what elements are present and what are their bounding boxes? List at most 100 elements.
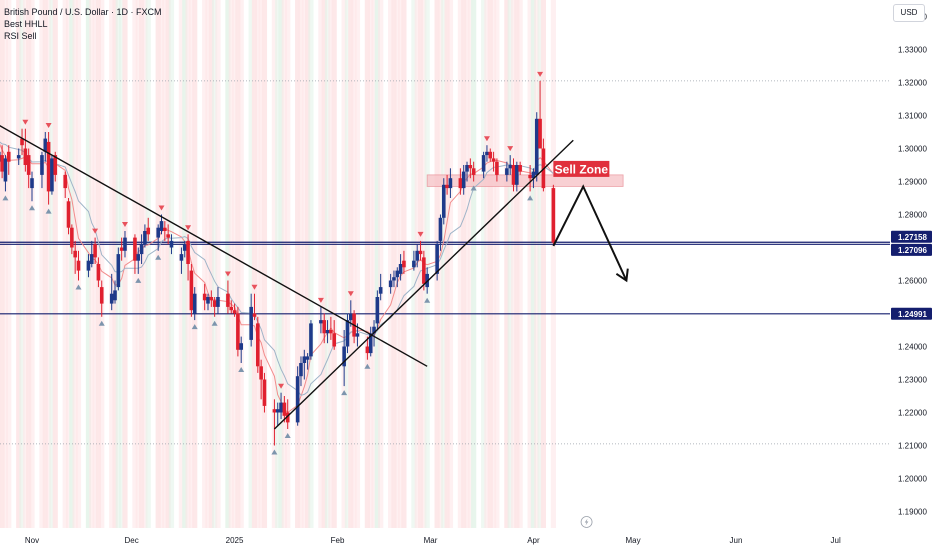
candle-body[interactable]	[249, 306, 253, 340]
sell-zone[interactable]: Sell Zone	[426, 160, 624, 187]
candle-body[interactable]	[236, 313, 240, 350]
candle-body[interactable]	[305, 356, 310, 360]
candle-body[interactable]	[458, 178, 463, 189]
candle-body[interactable]	[481, 155, 486, 172]
candle-body[interactable]	[30, 178, 34, 189]
candle-body[interactable]	[0, 155, 4, 172]
candle-body[interactable]	[166, 234, 170, 238]
candle-body[interactable]	[488, 151, 493, 159]
candle-body[interactable]	[133, 237, 137, 261]
candle-body[interactable]	[295, 376, 300, 423]
candle-body[interactable]	[365, 346, 370, 354]
candle-body[interactable]	[119, 247, 124, 251]
candle-body[interactable]	[66, 201, 71, 228]
candle-body[interactable]	[355, 333, 360, 337]
candle-body[interactable]	[209, 297, 214, 301]
candle-body[interactable]	[189, 270, 194, 311]
candle-body[interactable]	[375, 297, 380, 324]
candle-body[interactable]	[538, 118, 542, 149]
indicator-rsi-sell[interactable]: RSI Sell	[4, 31, 37, 41]
candle-body[interactable]	[6, 151, 11, 162]
candle-body[interactable]	[495, 161, 499, 175]
candle-body[interactable]	[3, 158, 8, 182]
candle-body[interactable]	[46, 141, 51, 192]
candle-body[interactable]	[99, 287, 104, 304]
candle-body[interactable]	[23, 148, 28, 166]
candle-body[interactable]	[372, 326, 376, 334]
candle-body[interactable]	[216, 297, 220, 307]
candle-body[interactable]	[531, 171, 536, 179]
candle-body[interactable]	[441, 184, 446, 218]
candle-body[interactable]	[445, 184, 449, 189]
candle-body[interactable]	[272, 409, 277, 413]
candle-body[interactable]	[163, 227, 167, 231]
candle-body[interactable]	[368, 333, 373, 354]
candle-body[interactable]	[256, 323, 260, 367]
candle-body[interactable]	[192, 293, 197, 314]
candle-body[interactable]	[415, 250, 420, 261]
drawings[interactable]	[0, 99, 629, 430]
candle-body[interactable]	[282, 402, 287, 416]
candle-body[interactable]	[491, 158, 496, 162]
candle-body[interactable]	[279, 402, 283, 413]
candle-body[interactable]	[378, 287, 383, 294]
candle-body[interactable]	[518, 165, 522, 172]
candle-body[interactable]	[485, 151, 489, 156]
candle-body[interactable]	[179, 254, 184, 261]
candle-body[interactable]	[398, 264, 403, 274]
candle-body[interactable]	[345, 320, 350, 347]
candle-body[interactable]	[226, 293, 230, 307]
candle-body[interactable]	[202, 293, 207, 301]
candle-body[interactable]	[448, 178, 453, 189]
candle-body[interactable]	[275, 409, 280, 413]
candle-body[interactable]	[418, 250, 423, 255]
candle-body[interactable]	[309, 323, 313, 357]
candle-body[interactable]	[229, 306, 234, 311]
candle-body[interactable]	[73, 250, 77, 258]
candle-body[interactable]	[143, 231, 147, 245]
candle-body[interactable]	[169, 240, 174, 248]
candle-body[interactable]	[348, 313, 353, 321]
candle-body[interactable]	[40, 155, 44, 175]
candle-body[interactable]	[50, 158, 54, 192]
candle-body[interactable]	[319, 320, 323, 324]
candle-body[interactable]	[515, 165, 519, 185]
candle-body[interactable]	[392, 277, 396, 281]
candle-body[interactable]	[156, 227, 160, 238]
trendline[interactable]	[273, 139, 574, 430]
candle-body[interactable]	[16, 155, 21, 159]
candle-body[interactable]	[93, 244, 97, 258]
candle-body[interactable]	[239, 343, 244, 350]
candle-body[interactable]	[20, 138, 24, 146]
currency-button[interactable]: USD	[893, 4, 925, 22]
candle-body[interactable]	[285, 412, 290, 423]
candle-body[interactable]	[395, 270, 400, 278]
candle-body[interactable]	[96, 264, 101, 281]
candle-body[interactable]	[332, 333, 336, 347]
candlesticks[interactable]	[0, 80, 556, 446]
candle-body[interactable]	[182, 244, 187, 251]
candle-body[interactable]	[299, 363, 303, 377]
candle-body[interactable]	[508, 165, 512, 169]
candle-body[interactable]	[76, 260, 81, 271]
candle-body[interactable]	[212, 300, 217, 307]
candle-body[interactable]	[116, 254, 121, 288]
candle-body[interactable]	[471, 168, 476, 175]
candle-body[interactable]	[123, 237, 127, 251]
candle-body[interactable]	[402, 260, 406, 268]
candle-body[interactable]	[325, 330, 330, 334]
candle-body[interactable]	[262, 379, 267, 406]
candle-body[interactable]	[139, 244, 144, 255]
projection-path[interactable]	[552, 184, 628, 281]
candle-body[interactable]	[322, 320, 327, 334]
candle-body[interactable]	[438, 217, 443, 241]
candle-body[interactable]	[259, 366, 263, 380]
candle-body[interactable]	[136, 254, 141, 261]
indicator-best-hhll[interactable]: Best HHLL	[4, 19, 48, 29]
candle-body[interactable]	[342, 346, 346, 367]
symbol-title[interactable]: British Pound / U.S. Dollar · 1D · FXCM	[4, 7, 162, 17]
candle-body[interactable]	[422, 257, 426, 284]
candle-body[interactable]	[329, 330, 333, 334]
candle-body[interactable]	[109, 293, 114, 304]
